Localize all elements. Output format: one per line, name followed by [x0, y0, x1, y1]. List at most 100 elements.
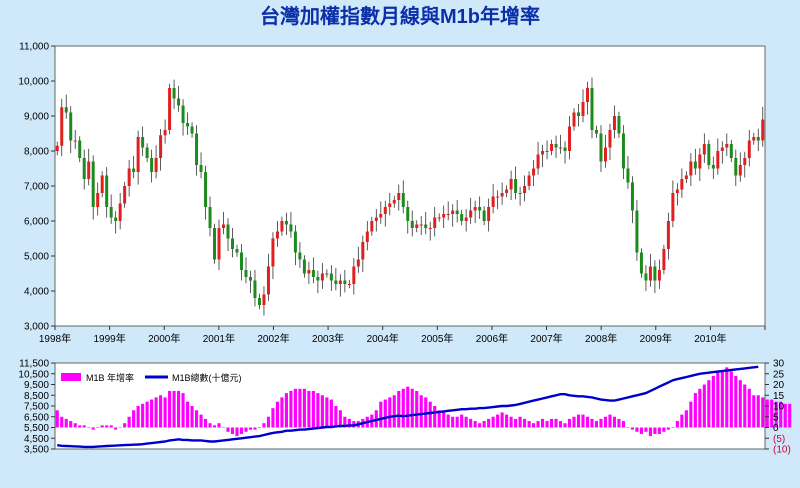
candle-body	[518, 193, 522, 194]
m1b-bar	[761, 397, 765, 428]
candle-body	[244, 270, 248, 277]
m1b-bar	[257, 427, 262, 428]
candle-body	[284, 221, 288, 225]
m1b-bar	[576, 414, 581, 428]
candle-body	[213, 228, 217, 260]
m1b-bar	[734, 375, 738, 428]
m1b-bar	[707, 380, 711, 428]
candle-body	[734, 158, 738, 176]
candle-body	[514, 179, 518, 193]
candle-body	[451, 210, 455, 214]
m1b-bar	[689, 401, 693, 428]
kline-x-tick-label: 2010年	[694, 332, 726, 345]
m1b-bar	[621, 421, 626, 428]
candle-body	[626, 168, 630, 183]
m1b-bar	[271, 408, 275, 428]
candle-body	[648, 266, 652, 281]
candle-body	[711, 165, 715, 169]
candle-body	[487, 207, 491, 221]
candle-body	[383, 207, 387, 214]
candle-body	[266, 266, 270, 295]
candle-body	[379, 214, 383, 218]
kline-y-tick-label: 11,000	[19, 42, 49, 53]
m1b-left-tick-label: 10,500	[18, 369, 49, 380]
m1b-bar	[644, 427, 648, 432]
m1b-bar	[599, 418, 603, 428]
m1b-bar	[114, 427, 118, 430]
candle-body	[311, 270, 315, 277]
candle-body	[509, 179, 513, 190]
m1b-bar	[590, 418, 594, 428]
candle-body	[325, 273, 329, 275]
candle-body	[55, 145, 59, 151]
candle-body	[109, 207, 113, 218]
m1b-bar	[262, 423, 266, 428]
m1b-bar	[500, 412, 504, 428]
candle-body	[442, 214, 446, 218]
m1b-bar	[190, 406, 194, 428]
candle-body	[505, 189, 509, 193]
candle-body	[550, 144, 554, 151]
candle-body	[334, 280, 338, 284]
kline-plot-area	[54, 45, 766, 327]
m1b-bar	[136, 406, 140, 428]
m1b-growth-bars	[55, 367, 792, 437]
m1b-bar	[203, 418, 208, 428]
kline-x-tick-label: 2007年	[530, 332, 562, 345]
m1b-bar	[266, 416, 271, 428]
candle-body	[536, 154, 540, 169]
kline-x-axis: 1998年 1999年 2000年 2001年 2002年 2003年 2004年 2005年…	[39, 326, 766, 345]
m1b-bar	[320, 395, 324, 428]
candle-body	[720, 147, 724, 151]
m1b-right-tick-label: 0	[773, 423, 779, 434]
m1b-bar	[783, 403, 787, 428]
candle-body	[271, 238, 275, 267]
kline-x-tick-label: 2004年	[367, 332, 399, 345]
m1b-bar	[437, 410, 441, 428]
m1b-bar	[343, 416, 347, 428]
m1b-total-line	[57, 365, 759, 449]
candle-body	[657, 270, 661, 281]
candle-body	[761, 119, 765, 141]
m1b-bar	[253, 427, 257, 430]
m1b-bar	[558, 421, 563, 428]
m1b-bar	[379, 401, 383, 428]
candle-body	[239, 252, 243, 270]
candle-body	[392, 200, 396, 204]
legend-line-label: M1B總數(十億元)	[172, 372, 242, 383]
m1b-bar	[545, 421, 549, 428]
kline-x-tick-label: 2000年	[148, 332, 180, 345]
candle-body	[541, 151, 545, 155]
candle-body	[410, 221, 414, 228]
candle-body	[222, 224, 226, 228]
candle-body	[347, 284, 351, 285]
candle-body	[725, 144, 729, 148]
candle-body	[401, 193, 405, 207]
m1b-left-tick-label: 6,500	[24, 412, 49, 423]
candle-body	[545, 151, 549, 152]
m1b-bar	[657, 427, 661, 434]
m1b-bar	[662, 427, 666, 432]
candle-body	[181, 105, 185, 123]
candle-body	[406, 207, 410, 221]
candle-body	[482, 210, 486, 221]
kline-x-tick-label: 2008年	[585, 332, 617, 345]
m1b-bar	[491, 416, 495, 428]
candle-body	[707, 144, 711, 165]
m1b-bar	[585, 416, 590, 428]
candle-body	[226, 224, 230, 239]
m1b-bar	[554, 418, 558, 428]
candle-body	[69, 112, 73, 141]
m1b-left-tick-label: 5,500	[24, 423, 49, 434]
m1b-bar	[716, 371, 720, 428]
m1b-bar	[415, 390, 419, 428]
m1b-bar	[150, 399, 154, 428]
kline-x-tick-label: 1998年	[39, 332, 71, 345]
m1b-bar	[514, 418, 518, 428]
kline-y-axis: 3,000 4,000 5,000 6,000 7,000 8,000 9,000 10,00…	[18, 42, 55, 333]
kline-y-tick-label: 3,000	[24, 322, 49, 333]
m1b-bar	[536, 421, 540, 428]
m1b-bar	[172, 390, 176, 428]
candle-body	[275, 231, 279, 239]
